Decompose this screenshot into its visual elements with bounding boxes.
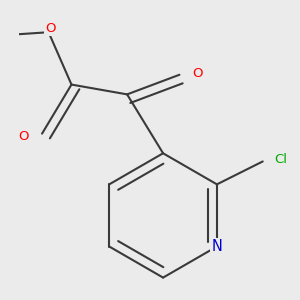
Text: O: O	[45, 22, 56, 35]
Text: Cl: Cl	[274, 153, 287, 166]
Text: O: O	[193, 67, 203, 80]
Text: N: N	[212, 239, 222, 254]
Text: O: O	[19, 130, 29, 143]
